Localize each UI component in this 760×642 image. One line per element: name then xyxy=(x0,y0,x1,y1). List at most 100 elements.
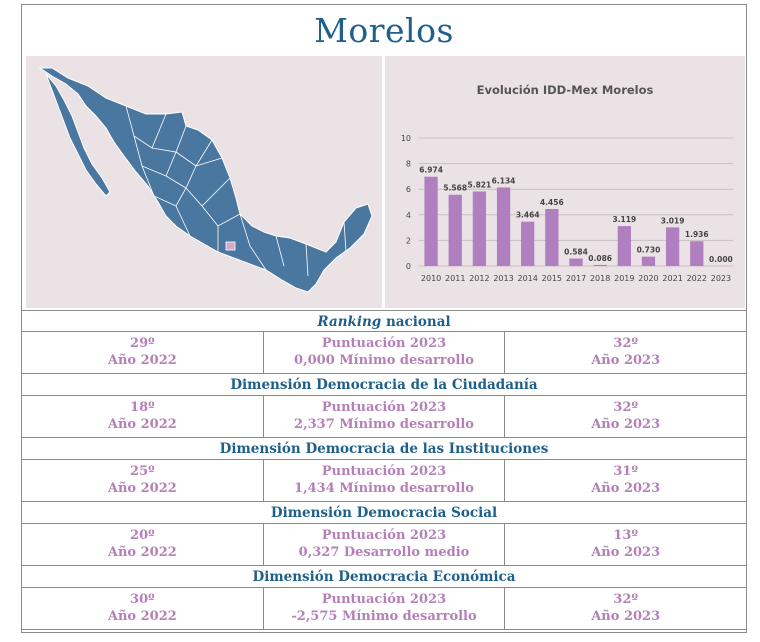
section-header: Dimensión Democracia de la Ciudadanía xyxy=(22,374,746,396)
rank-2022-cell-top: 25º xyxy=(130,464,155,479)
section-header-label: Dimensión Democracia de las Institucione… xyxy=(219,441,549,457)
state-card: Morelos xyxy=(21,4,747,633)
data-label: 3.119 xyxy=(612,215,636,224)
row-divider xyxy=(22,629,746,630)
x-tick-label: 2012 xyxy=(469,274,489,283)
score-2023-cell: Puntuación 2023 -2,575 Mínimo desarrollo xyxy=(264,588,506,629)
rank-2023-cell-top: 32º xyxy=(613,592,638,607)
data-label: 0.730 xyxy=(637,246,661,255)
score-2023-cell-bottom: 1,434 Mínimo desarrollo xyxy=(294,481,474,496)
x-tick-label: 2013 xyxy=(493,274,513,283)
score-2023-cell-bottom: 0,327 Desarrollo medio xyxy=(298,545,470,560)
rank-2023-cell: 32º Año 2023 xyxy=(505,588,746,629)
x-tick-label: 2017 xyxy=(566,274,586,283)
rank-2023-cell-bottom: Año 2023 xyxy=(591,609,661,624)
score-2023-cell-top: Puntuación 2023 xyxy=(321,336,447,351)
section-values-row: 25º Año 2022 Puntuación 2023 1,434 Mínimo d… xyxy=(22,460,746,501)
x-tick-label: 2011 xyxy=(445,274,465,283)
mexico-map-icon xyxy=(38,67,373,293)
bar-2014 xyxy=(521,221,535,266)
section-header-italic: Ranking xyxy=(317,314,382,330)
chart-title: Evolución IDD-Mex Morelos xyxy=(477,83,654,97)
x-tick-label: 2022 xyxy=(687,274,707,283)
rank-2023-cell-bottom: Año 2023 xyxy=(591,545,661,560)
idd-mex-bar-chart: Evolución IDD-Mex Morelos 0 2 4 6 8 10 6.974 20… xyxy=(401,83,733,283)
x-tick-label: 2015 xyxy=(542,274,562,283)
rank-2023-cell-bottom: Año 2023 xyxy=(591,353,661,368)
x-tick-label: 2023 xyxy=(711,274,731,283)
bar-2018 xyxy=(593,264,607,266)
rank-2023-cell-top: 13º xyxy=(613,528,638,543)
section-header: Ranking nacional xyxy=(22,310,746,332)
rank-2023-cell-top: 31º xyxy=(613,464,638,479)
bar-2020 xyxy=(641,256,656,266)
scores-table: Ranking nacional 29º Año 2022 Puntuación 20… xyxy=(22,310,746,630)
rank-2023-cell-top: 32º xyxy=(613,400,638,415)
rank-2022-cell-top: 29º xyxy=(130,336,155,351)
x-tick-label: 2021 xyxy=(662,274,682,283)
y-tick-label: 0 xyxy=(406,262,411,271)
y-tick-label: 4 xyxy=(406,211,411,220)
rank-2022-cell: 18º Año 2022 xyxy=(22,396,264,437)
data-label: 5.568 xyxy=(443,184,467,193)
section-header: Dimensión Democracia de las Institucione… xyxy=(22,438,746,460)
score-2023-cell-top: Puntuación 2023 xyxy=(321,592,447,607)
page-title: Morelos xyxy=(314,11,454,50)
score-2023-cell-bottom: 2,337 Mínimo desarrollo xyxy=(294,417,474,432)
rank-2023-cell: 13º Año 2023 xyxy=(505,524,746,565)
data-label: 4.456 xyxy=(540,198,564,207)
section-values-row: 18º Año 2022 Puntuación 2023 2,337 Mínimo d… xyxy=(22,396,746,437)
bar-2017 xyxy=(569,258,583,266)
rank-2023-cell: 31º Año 2023 xyxy=(505,460,746,501)
score-2023-cell-bottom: -2,575 Mínimo desarrollo xyxy=(291,609,477,624)
x-tick-label: 2018 xyxy=(590,274,610,283)
section-header-label: Dimensión Democracia de la Ciudadanía xyxy=(230,377,538,393)
data-label: 3.019 xyxy=(661,216,685,225)
rank-2022-cell-bottom: Año 2022 xyxy=(107,609,177,624)
rank-2022-cell: 29º Año 2022 xyxy=(22,332,264,373)
row-divider xyxy=(22,373,746,374)
score-2023-cell: Puntuación 2023 2,337 Mínimo desarrollo xyxy=(264,396,506,437)
data-label: 0.584 xyxy=(564,248,588,257)
bar-2011 xyxy=(448,194,462,266)
bar-2021 xyxy=(665,227,680,266)
rank-2023-cell-bottom: Año 2023 xyxy=(591,417,661,432)
rank-2022-cell-bottom: Año 2022 xyxy=(107,481,177,496)
y-tick-label: 10 xyxy=(401,134,411,143)
rank-2022-cell-top: 20º xyxy=(130,528,155,543)
rank-2022-cell: 20º Año 2022 xyxy=(22,524,264,565)
rank-2023-cell-top: 32º xyxy=(613,336,638,351)
bar-2010 xyxy=(424,176,438,266)
rank-2022-cell-bottom: Año 2022 xyxy=(107,545,177,560)
section-header: Dimensión Democracia Social xyxy=(22,502,746,524)
rank-2022-cell-top: 30º xyxy=(130,592,155,607)
rank-2022-cell: 25º Año 2022 xyxy=(22,460,264,501)
score-2023-cell: Puntuación 2023 0,000 Mínimo desarrollo xyxy=(264,332,506,373)
data-label: 0.086 xyxy=(588,254,612,263)
y-tick-label: 2 xyxy=(406,236,411,245)
data-label: 5.821 xyxy=(468,180,492,189)
score-2023-cell-top: Puntuación 2023 xyxy=(321,464,447,479)
bar-2013 xyxy=(496,187,511,266)
x-tick-label: 2014 xyxy=(518,274,538,283)
x-tick-label: 2020 xyxy=(638,274,658,283)
data-label: 3.464 xyxy=(516,211,540,220)
score-2023-cell-top: Puntuación 2023 xyxy=(321,528,447,543)
section-values-row: 20º Año 2022 Puntuación 2023 0,327 Desarrol… xyxy=(22,524,746,565)
score-2023-cell: Puntuación 2023 1,434 Mínimo desarrollo xyxy=(264,460,506,501)
row-divider xyxy=(22,501,746,502)
bar-2015 xyxy=(545,208,559,266)
rank-2022-cell: 30º Año 2022 xyxy=(22,588,264,629)
bar-2022 xyxy=(690,241,704,266)
section-header: Dimensión Democracia Económica xyxy=(22,566,746,588)
rank-2022-cell-bottom: Año 2022 xyxy=(107,353,177,368)
section-values-row: 29º Año 2022 Puntuación 2023 0,000 Mínimo d… xyxy=(22,332,746,373)
section-header-label: Dimensión Democracia Social xyxy=(270,505,498,521)
section-header-label: Dimensión Democracia Económica xyxy=(252,569,516,585)
score-2023-cell: Puntuación 2023 0,327 Desarrollo medio xyxy=(264,524,506,565)
data-label: 1.936 xyxy=(685,230,709,239)
row-divider xyxy=(22,565,746,566)
rank-2023-cell-bottom: Año 2023 xyxy=(591,481,661,496)
rank-2023-cell: 32º Año 2023 xyxy=(505,332,746,373)
row-divider xyxy=(22,437,746,438)
